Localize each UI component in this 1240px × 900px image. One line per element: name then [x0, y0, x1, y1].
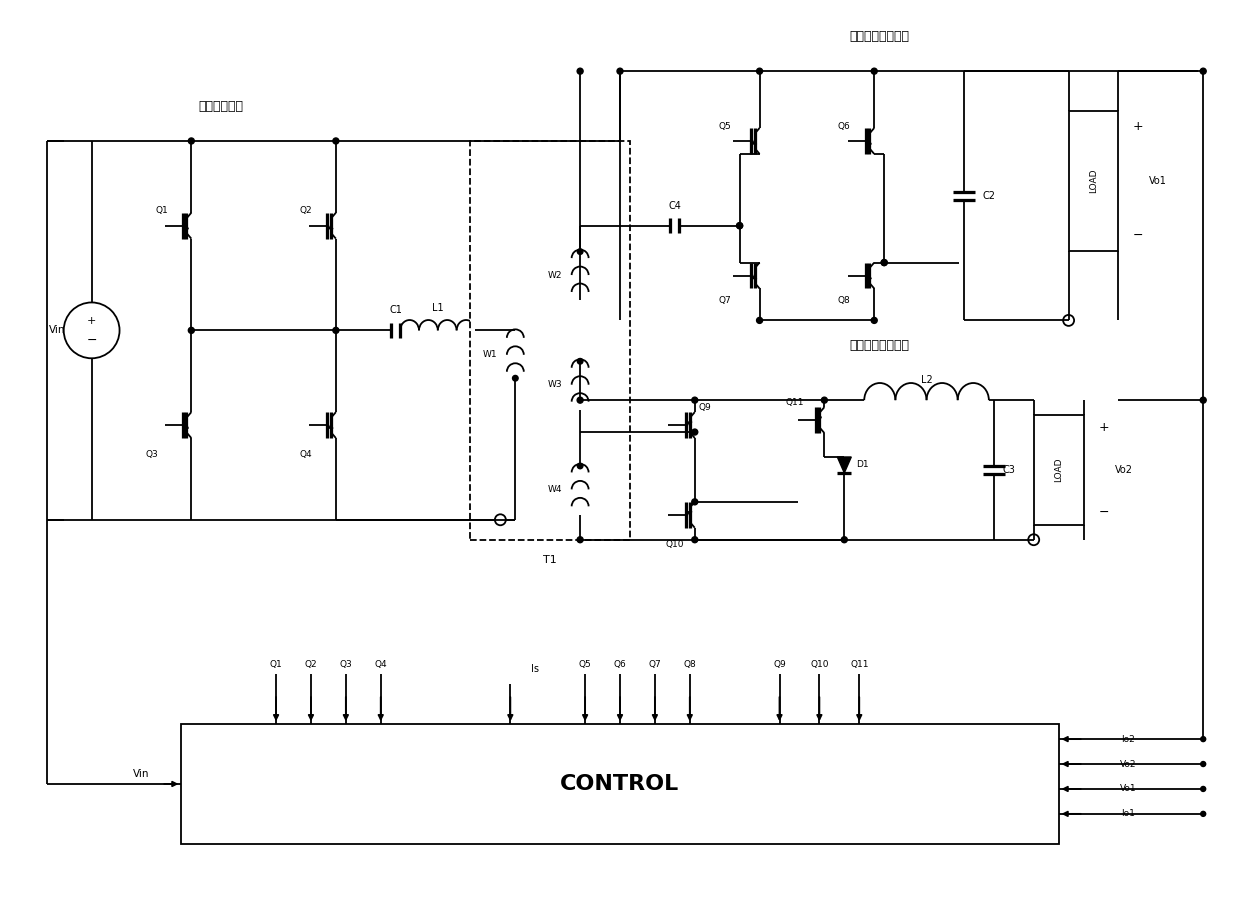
Circle shape — [756, 68, 763, 74]
Text: Vo2: Vo2 — [1115, 465, 1132, 475]
Text: Q10: Q10 — [666, 540, 684, 549]
Text: D1: D1 — [856, 461, 868, 470]
Text: C2: C2 — [982, 191, 996, 201]
Circle shape — [1200, 812, 1205, 816]
Text: Q7: Q7 — [718, 296, 732, 305]
Text: Q11: Q11 — [849, 660, 868, 669]
Circle shape — [872, 68, 877, 74]
Circle shape — [188, 138, 195, 144]
Text: Q1: Q1 — [155, 206, 167, 215]
Text: L2: L2 — [920, 375, 932, 385]
Circle shape — [332, 328, 339, 333]
Text: Q2: Q2 — [305, 660, 317, 669]
Text: Io2: Io2 — [1121, 734, 1136, 743]
Circle shape — [821, 397, 827, 403]
Circle shape — [577, 536, 583, 543]
Circle shape — [1200, 68, 1207, 74]
Circle shape — [578, 358, 583, 365]
Circle shape — [756, 318, 763, 323]
Circle shape — [692, 429, 698, 435]
Text: Q10: Q10 — [810, 660, 828, 669]
Text: Q8: Q8 — [683, 660, 696, 669]
Text: Io1: Io1 — [1121, 809, 1136, 818]
Text: Q8: Q8 — [838, 296, 851, 305]
Text: Q3: Q3 — [145, 451, 157, 460]
Circle shape — [737, 222, 743, 229]
Text: −: − — [1099, 507, 1109, 519]
Circle shape — [841, 536, 847, 543]
Circle shape — [1200, 787, 1205, 791]
Circle shape — [1200, 761, 1205, 767]
Text: 副边第二转换电路: 副边第二转换电路 — [849, 338, 909, 352]
Text: +: + — [1133, 120, 1143, 132]
Circle shape — [618, 68, 622, 74]
Circle shape — [512, 375, 518, 381]
Text: Q7: Q7 — [649, 660, 661, 669]
Text: W4: W4 — [548, 485, 562, 494]
Text: Vin: Vin — [133, 769, 150, 779]
Circle shape — [872, 318, 877, 323]
Circle shape — [692, 536, 698, 543]
Text: Q1: Q1 — [269, 660, 283, 669]
Circle shape — [882, 259, 887, 266]
Text: Q9: Q9 — [698, 402, 711, 411]
Text: Q2: Q2 — [300, 206, 312, 215]
Text: Q6: Q6 — [614, 660, 626, 669]
Text: W3: W3 — [548, 380, 562, 389]
Text: Q4: Q4 — [300, 451, 312, 460]
Text: 原边转换电路: 原边转换电路 — [198, 100, 244, 112]
Text: Q6: Q6 — [838, 122, 851, 130]
Text: LOAD: LOAD — [1089, 168, 1099, 194]
Text: −: − — [87, 334, 97, 346]
Bar — [470, 141, 630, 540]
Circle shape — [332, 138, 339, 144]
Text: W1: W1 — [482, 350, 497, 359]
Text: Q9: Q9 — [773, 660, 786, 669]
Text: Q4: Q4 — [374, 660, 387, 669]
Text: +: + — [1099, 420, 1109, 434]
Text: Vin: Vin — [48, 326, 64, 336]
Text: L1: L1 — [432, 303, 444, 313]
Text: −: − — [1133, 230, 1143, 242]
Text: Q11: Q11 — [785, 398, 804, 407]
Text: LOAD: LOAD — [1054, 458, 1063, 482]
Bar — [181, 724, 1059, 844]
Circle shape — [692, 499, 698, 505]
Circle shape — [882, 259, 887, 266]
Text: C3: C3 — [1002, 465, 1016, 475]
Circle shape — [577, 397, 583, 403]
Circle shape — [577, 68, 583, 74]
Bar — [1034, 415, 1084, 525]
Polygon shape — [837, 457, 852, 472]
Circle shape — [578, 248, 583, 255]
Circle shape — [188, 328, 195, 333]
Circle shape — [1200, 397, 1207, 403]
Text: C4: C4 — [668, 201, 681, 211]
Text: 副边第一转换电路: 副边第一转换电路 — [849, 30, 909, 43]
Text: Q5: Q5 — [579, 660, 591, 669]
Text: CONTROL: CONTROL — [560, 774, 680, 794]
Circle shape — [1200, 736, 1205, 742]
Text: Vo2: Vo2 — [1120, 760, 1137, 769]
Text: Is: Is — [531, 664, 539, 674]
Text: T1: T1 — [543, 554, 557, 564]
Text: Vo1: Vo1 — [1120, 785, 1137, 794]
Circle shape — [692, 397, 698, 403]
Circle shape — [737, 222, 743, 229]
Bar — [1069, 111, 1118, 250]
Text: Q3: Q3 — [340, 660, 352, 669]
Circle shape — [578, 464, 583, 469]
Text: Q5: Q5 — [718, 122, 732, 130]
Text: Vo1: Vo1 — [1149, 176, 1167, 185]
Text: +: + — [87, 317, 97, 327]
Text: C1: C1 — [389, 305, 402, 315]
Text: W2: W2 — [548, 271, 562, 280]
